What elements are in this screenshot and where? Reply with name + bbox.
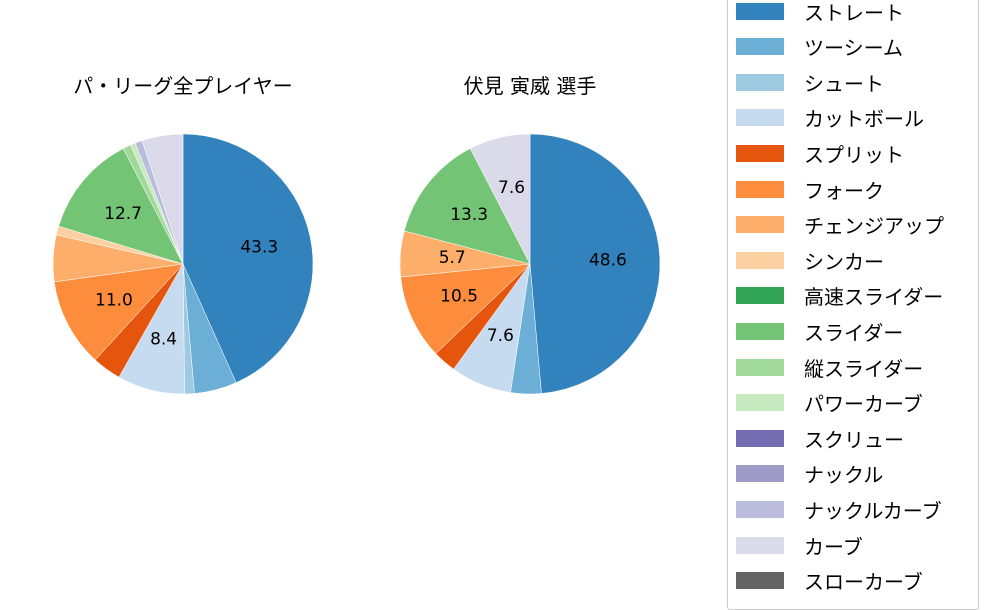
slice-value-label: 7.6 [498,178,525,198]
legend-item: スクリュー [736,426,904,452]
legend-swatch [736,2,784,20]
legend-swatch [736,572,784,590]
slice-value-label: 11.0 [95,290,133,310]
legend-swatch [736,216,784,234]
legend: ストレートツーシームシュートカットボール スプリットフォークチェンジアップ シンカー… [727,0,979,610]
legend-label: ツーシーム [804,36,903,61]
legend-item: 高速スライダー [736,284,944,310]
pie-chart-player: 48.6 7.6 10.5 5.7 13.3 7.6 [399,133,661,395]
slice-value-label: 8.4 [150,330,177,350]
legend-label: チェンジアップ [804,214,944,239]
legend-swatch [736,500,784,518]
slice-value-label: 10.5 [440,287,478,307]
pie-slice [58,148,184,265]
legend-item: ツーシーム [736,35,903,61]
legend-swatch [736,180,784,198]
legend-label: 縦スライダー [804,356,924,381]
legend-swatch [736,358,784,376]
legend-swatch [736,109,784,127]
pie-slice [529,133,661,394]
legend-item: シュート [736,70,884,96]
legend-label: スクリュー [804,427,904,452]
legend-label: シュート [804,71,884,96]
chart-title-player: 伏見 寅威 選手 [463,74,597,98]
legend-label: シンカー [804,249,884,274]
legend-swatch [736,38,784,56]
legend-swatch [736,287,784,305]
legend-label: スローカーブ [804,570,923,595]
slice-value-label: 48.6 [589,251,627,271]
legend-item: シンカー [736,248,884,274]
legend-item: ナックルカーブ [736,497,942,523]
slice-value-label: 43.3 [240,238,278,258]
legend-item: カットボール [736,106,924,132]
legend-swatch [736,251,784,269]
legend-item: パワーカーブ [736,391,923,417]
chart-title-league: パ・リーグ全プレイヤー [73,74,293,98]
slice-value-label: 12.7 [104,204,142,224]
legend-item: スローカーブ [736,569,923,595]
legend-swatch [736,536,784,554]
legend-swatch [736,322,784,340]
legend-label: ナックル [804,463,884,488]
slice-value-label: 7.6 [487,326,514,346]
legend-label: フォーク [804,178,884,203]
legend-label: カットボール [804,107,924,132]
legend-item: カーブ [736,533,863,559]
pie-chart-league: 43.3 8.4 11.0 12.7 [52,133,314,395]
pie-slice [403,148,531,265]
legend-label: ナックルカーブ [804,498,942,523]
pie-slice [53,263,184,361]
legend-label: スプリット [804,142,904,167]
legend-swatch [736,429,784,447]
legend-label: パワーカーブ [804,392,923,417]
legend-label: 高速スライダー [804,285,944,310]
legend-item: フォーク [736,177,884,203]
legend-label: ストレート [804,0,904,25]
legend-swatch [736,144,784,162]
slice-value-label: 5.7 [439,248,466,268]
pie-slice [400,263,531,354]
legend-label: カーブ [804,534,863,559]
legend-item: 縦スライダー [736,355,924,381]
legend-label: スライダー [804,320,904,345]
legend-swatch [736,73,784,91]
legend-item: スライダー [736,319,904,345]
pie-slice [469,133,531,265]
legend-swatch [736,465,784,483]
legend-item: スプリット [736,141,904,167]
slice-value-label: 13.3 [450,205,488,225]
legend-item: チェンジアップ [736,213,944,239]
legend-item: ストレート [736,0,904,25]
pie-charts: 43.3 8.4 11.0 12.7 48.6 7.6 10.5 5.7 13.3 7.6 [52,133,661,395]
pie-slice [182,133,314,383]
pie-slice [141,133,184,265]
legend-item: ナックル [736,462,884,488]
legend-swatch [736,394,784,412]
